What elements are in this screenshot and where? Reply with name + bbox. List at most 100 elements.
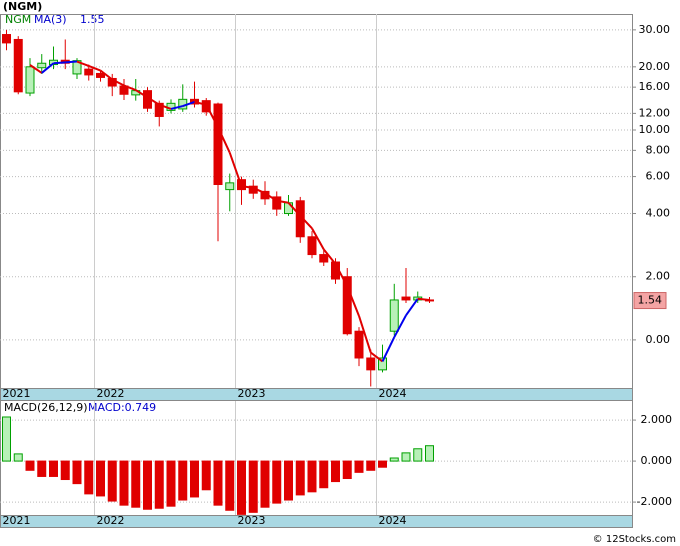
y-tick-label: 30.00 (639, 23, 671, 36)
ma-line (41, 62, 55, 74)
y-tick-label: 8.00 (646, 143, 671, 156)
candle-body (166, 102, 176, 111)
candle-body (190, 98, 199, 105)
candle-body (2, 34, 11, 44)
candle-body (96, 72, 105, 78)
candle-body (378, 357, 387, 371)
macd-bar (331, 460, 340, 483)
ma-line (334, 263, 349, 287)
macd-bar (225, 460, 235, 511)
macd-bar (307, 460, 317, 493)
ma-line (276, 199, 289, 204)
candle-body (307, 236, 317, 256)
ma-line (346, 285, 360, 317)
y-tick-label: 6.00 (646, 170, 671, 183)
candle-body (72, 60, 82, 75)
ma-line (158, 103, 172, 110)
ma-line (146, 96, 160, 106)
macd-bar (354, 460, 364, 473)
ma-line (99, 69, 113, 81)
ma-line (370, 351, 384, 363)
ma-line (123, 84, 137, 91)
candle-body (84, 68, 94, 76)
y-tick-label: 4.00 (646, 207, 671, 220)
macd-bar (295, 460, 305, 496)
ma-line (358, 315, 372, 353)
x-tick-label: 2022 (97, 387, 125, 400)
ma-line (393, 314, 407, 338)
candle-body (25, 66, 35, 94)
candle-body (284, 202, 293, 215)
macd-bar (213, 460, 223, 506)
candle-body (401, 296, 411, 301)
candle-body (225, 182, 235, 191)
candle-body (342, 276, 352, 335)
macd-bar (284, 460, 293, 501)
ma-line (53, 61, 66, 65)
x-tick-label: 2024 (379, 514, 407, 527)
y-tick-label: 0.00 (646, 333, 671, 346)
macd-bar (166, 460, 176, 507)
macd-bar (72, 460, 82, 485)
candle-body (366, 357, 376, 371)
ma-line (287, 202, 301, 217)
ma-line (135, 89, 149, 99)
macd-bar (2, 416, 11, 462)
x-tick-label: 2023 (238, 387, 266, 400)
macd-bar (107, 460, 117, 502)
macd-bar (237, 460, 246, 515)
ma-line (299, 215, 313, 230)
candle-body (13, 38, 23, 93)
macd-bar (131, 460, 141, 508)
candle-body (213, 103, 223, 186)
macd-bar (413, 448, 423, 462)
macd-bar (25, 460, 35, 471)
macd-bar (143, 460, 152, 510)
candle-body (319, 254, 329, 263)
candle-body (37, 62, 47, 69)
ma-line (381, 336, 396, 362)
ma-line (417, 297, 430, 301)
macd-bar (60, 460, 70, 481)
ma-line (88, 64, 101, 72)
ma-line (111, 78, 125, 87)
ma-line (65, 60, 78, 64)
macd-bar (260, 460, 270, 508)
macd-bar (342, 460, 352, 480)
x-tick-label: 2022 (97, 514, 125, 527)
macd-bar (13, 453, 23, 462)
x-tick-label: 2023 (238, 514, 266, 527)
macd-bar (49, 460, 58, 477)
ma-line (264, 192, 278, 202)
ma-line (252, 186, 266, 195)
ma-line (205, 104, 219, 128)
footer: © 12Stocks.com (593, 534, 676, 545)
macd-bar (201, 460, 211, 491)
macd-bar (248, 460, 258, 513)
last-price-box (633, 292, 667, 310)
macd-bar (272, 460, 282, 504)
x-tick-label: 2021 (3, 514, 31, 527)
candle-body (354, 330, 364, 359)
macd-bar (378, 460, 387, 468)
macd-bar (154, 460, 164, 509)
y-tick-label: 16.00 (639, 80, 671, 93)
legend-ma: MA(3) (34, 13, 67, 26)
macd-bar (96, 460, 105, 497)
candle-body (154, 102, 164, 117)
y-tick-label: 20.00 (639, 60, 671, 73)
y-tick-label: 2.000 (641, 413, 673, 426)
ma-line (405, 298, 419, 316)
x-tick-label: 2024 (379, 387, 407, 400)
macd-bar (366, 460, 376, 471)
macd-bar (119, 460, 129, 506)
x-tick-label: 2021 (3, 387, 31, 400)
y-tick-label: -2.000 (637, 495, 672, 508)
legend-ticker: NGM (5, 13, 31, 26)
candle-body (272, 196, 282, 210)
y-tick-label: 10.00 (639, 123, 671, 136)
ma-line (194, 101, 207, 106)
ma-line (311, 227, 325, 250)
